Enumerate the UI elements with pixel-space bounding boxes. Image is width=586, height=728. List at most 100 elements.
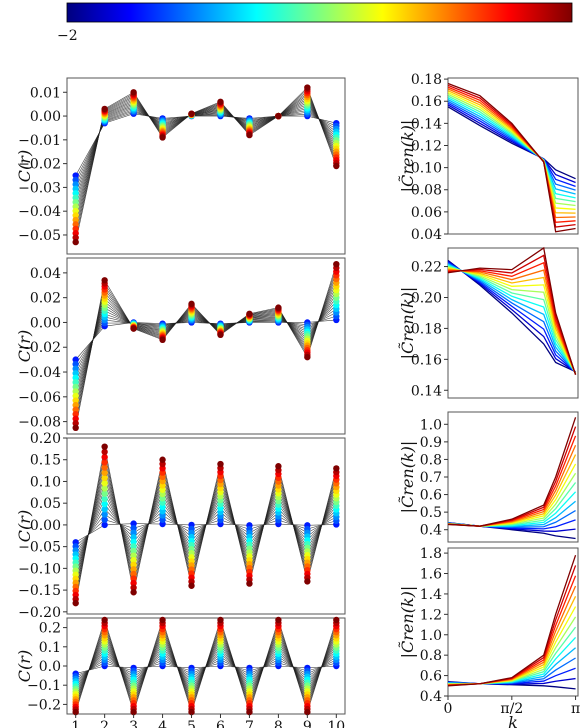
data-point [130,524,137,532]
data-point [72,708,79,716]
data-point [72,365,79,372]
data-point [72,216,79,224]
y-tick-label: 0.10 [30,474,61,490]
data-point [304,84,311,91]
y-axis-label: C(r) [15,510,34,542]
x-tick-label: 6 [216,719,225,728]
data-point [101,453,108,461]
y-tick-label: 0.00 [30,518,61,534]
y-tick-label: 0.2 [39,621,61,637]
data-point [333,162,340,170]
series-line [447,261,577,375]
data-point [72,397,79,404]
data-point [72,238,79,246]
y-tick-label: −0.01 [18,133,61,149]
data-point [101,105,108,113]
data-point [246,708,253,716]
y-tick-label: 0.20 [411,290,442,306]
y-tick-label: 1.0 [420,628,442,644]
data-line [75,264,337,428]
data-point [188,708,195,716]
data-line [75,98,337,216]
series-line [447,254,577,375]
data-point [275,112,282,120]
data-point [72,599,79,607]
data-point [130,708,137,716]
data-point [188,300,195,308]
data-point [101,448,108,456]
y-axis-label: |C̃ren(k)| [398,441,417,514]
data-point [217,331,224,339]
series-line [447,246,577,376]
data-line [75,96,337,220]
data-point [72,392,79,400]
y-tick-label: 0.05 [30,496,61,512]
data-point [101,277,108,284]
data-point [72,370,79,377]
data-point [101,616,108,624]
x-tick-label: π/2 [500,701,523,717]
data-point [101,485,108,492]
series-line [447,554,577,687]
data-point [130,543,137,550]
y-tick-label: 0.16 [411,94,442,110]
data-point [72,230,79,237]
data-point [333,260,340,268]
series-line [447,266,577,374]
y-axis-label: |C̃ren(k)| [398,287,417,360]
data-point [304,578,311,585]
panel-1: 0.01 0.00 −0.01 −0.02 −0.03 −0.04 −0.05 C(r) [15,77,346,255]
y-tick-label: −0.10 [18,561,61,577]
data-point [101,479,108,487]
panel-7: 1.0 0.90.8 0.7 0.60.5 0.4|C̃ren(k)| [398,411,579,543]
data-point [275,616,282,624]
y-tick-label: 0.8 [420,452,442,468]
panel-5: 0.18 0.16 0.14 0.12 0.10 0.08 0.06 0.04 |C̃ren(k… [398,72,579,243]
data-point [159,456,166,463]
data-point [130,584,137,591]
data-line [75,86,337,243]
y-tick-label: 0.9 [420,435,442,451]
data-point [101,459,108,466]
x-tick-label: 0 [444,701,453,717]
y-tick-label: 0.14 [411,383,442,399]
data-point [130,538,137,546]
series-line [447,260,576,373]
data-point [72,185,79,193]
series-line [447,268,577,375]
data-point [217,98,224,105]
data-point [72,379,79,386]
y-axis-label: C(r) [15,150,34,182]
y-tick-label: 0.5 [420,505,442,521]
y-tick-label: 0.4 [420,689,442,705]
data-point [304,708,311,716]
data-point [246,580,253,587]
data-point [130,566,137,573]
data-point [72,374,79,382]
data-point [188,582,195,589]
y-tick-label: 0.8 [420,648,442,664]
y-tick-label: 0.14 [411,116,442,132]
data-line [75,100,337,212]
y-tick-label: 0.00 [30,109,61,125]
series-line [447,264,577,374]
data-line [75,107,337,194]
data-point [72,383,79,391]
y-tick-label: 0.02 [30,291,61,307]
y-tick-label: 0.20 [30,431,61,447]
data-point [130,529,137,536]
data-point [72,194,79,201]
data-line [75,106,337,198]
y-tick-label: 0.08 [411,183,442,199]
series-line [447,265,577,374]
y-tick-label: 0.10 [411,161,442,177]
x-tick-label: 7 [245,719,254,728]
data-point [246,131,253,139]
data-point [101,495,108,503]
data-line [75,102,337,207]
data-point [72,172,79,179]
data-point [101,469,108,476]
y-tick-label: −0.1 [27,678,61,694]
data-point [72,234,79,241]
